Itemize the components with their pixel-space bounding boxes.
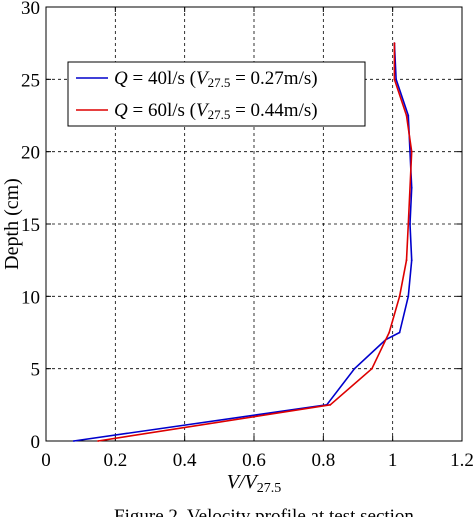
data-point [72, 440, 75, 442]
legend-entry: Q = 60l/s (V27.5 = 0.44m/s) [114, 100, 318, 122]
data-point [398, 295, 401, 298]
legend-box [67, 61, 366, 127]
data-point [97, 440, 99, 442]
y-tick-label: 10 [21, 287, 40, 308]
y-tick-label: 15 [21, 215, 40, 236]
y-tick-label: 0 [31, 432, 41, 453]
data-point [393, 78, 396, 81]
tick-marks [45, 6, 463, 442]
data-point [370, 367, 373, 370]
data-point [398, 331, 401, 334]
y-tick-label: 5 [31, 360, 41, 381]
data-point [407, 295, 410, 298]
x-tick-label: 0.6 [242, 450, 266, 471]
y-tick-label: 25 [21, 70, 40, 91]
data-point [405, 114, 408, 117]
data-point [409, 150, 411, 153]
data-point [395, 78, 398, 81]
x-tick-label: 0.8 [311, 450, 335, 471]
x-tick-label: 0 [41, 450, 51, 471]
data-point [409, 223, 411, 225]
figure-caption: Figure 2. Velocity profile at test secti… [114, 506, 414, 517]
x-tick-label: 0.4 [173, 450, 197, 471]
y-axis-label: Depth (cm) [1, 178, 23, 270]
data-point [410, 186, 413, 189]
x-tick-labels: 0 0.2 0.4 0.6 0.8 1 1.2 [41, 450, 474, 471]
data-point [410, 150, 413, 153]
data-point [407, 223, 410, 225]
y-tick-label: 30 [21, 0, 40, 19]
x-tick-label: 1 [388, 450, 398, 471]
legend-entry: Q = 40l/s (V27.5 = 0.27m/s) [114, 68, 318, 90]
x-tick-label: 1.2 [450, 450, 474, 471]
y-tick-label: 20 [21, 143, 40, 164]
data-point [405, 259, 408, 262]
x-tick-label: 0.2 [103, 450, 127, 471]
data-point [393, 42, 396, 45]
data-point [407, 114, 410, 117]
series-2 [97, 42, 413, 442]
data-point [353, 367, 356, 370]
legend: Q = 40l/s (V27.5 = 0.27m/s) Q = 60l/s (V2… [67, 61, 366, 127]
data-point [410, 259, 413, 262]
data-point [388, 331, 391, 334]
x-axis-label: V/V27.5 [227, 471, 282, 496]
data-point [329, 403, 332, 406]
series-layer [72, 42, 413, 442]
y-tick-labels: 0 5 10 15 20 25 30 [21, 0, 40, 453]
